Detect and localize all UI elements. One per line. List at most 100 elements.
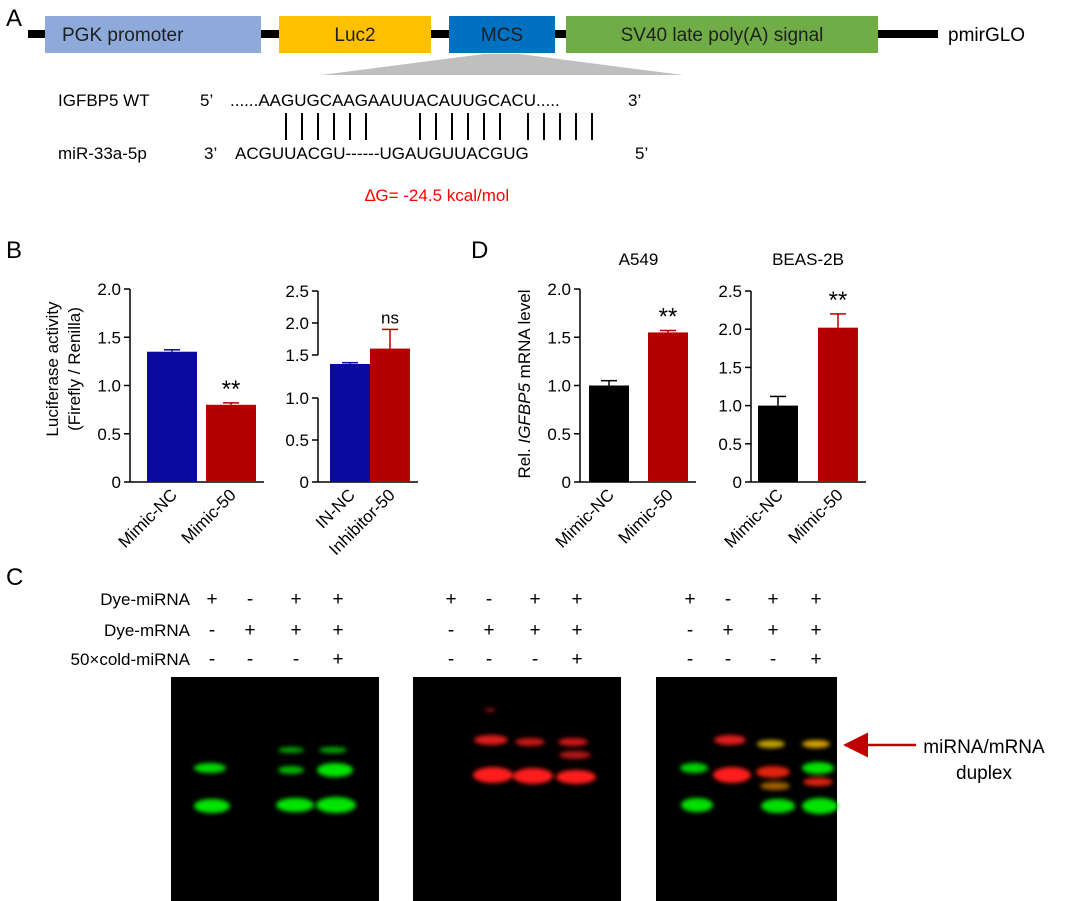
mirna-name: miR-33a-5p bbox=[58, 144, 147, 163]
y-tick-label: 1.0 bbox=[547, 377, 571, 396]
y-tick-label: 1.5 bbox=[97, 328, 121, 347]
gel-image-3 bbox=[656, 677, 838, 901]
lane-sign: + bbox=[332, 589, 343, 610]
target-3-end: 3’ bbox=[628, 91, 641, 110]
row-label-dye-mrna: Dye-mRNA bbox=[104, 621, 191, 640]
segment-pgk-promoter: PGK promoter bbox=[45, 16, 261, 53]
segment-box bbox=[45, 16, 261, 53]
construct-diagram: PGK promoter Luc2 MCS SV40 late poly(A) … bbox=[28, 16, 1025, 75]
y-tick-label: 1.5 bbox=[285, 346, 309, 365]
segment-luc2: Luc2 bbox=[279, 16, 431, 53]
chart-d-beas2b: BEAS-2B 0 0.5 1.0 1.5 2.0 2.5 Mimic-NC ** Mimic-5… bbox=[718, 250, 866, 552]
segment-label: MCS bbox=[481, 25, 523, 46]
chart-b-mimic: 0 0.5 1.0 1.5 2.0 Mimic-NC ** Mimic-50 bbox=[97, 280, 264, 552]
x-tick-label: Mimic-50 bbox=[615, 485, 677, 547]
chart-title: BEAS-2B bbox=[772, 250, 844, 269]
row-label-dye-mirna: Dye-miRNA bbox=[100, 590, 190, 609]
lane-sign: - bbox=[687, 649, 693, 670]
lane-sign: + bbox=[684, 589, 695, 610]
y-tick-label: 1.0 bbox=[97, 377, 121, 396]
y-tick-label: 0 bbox=[112, 473, 121, 492]
x-tick-label: Mimic-50 bbox=[785, 485, 847, 547]
y-tick-label: 2.0 bbox=[97, 280, 121, 299]
plasmid-name: pmirGLO bbox=[948, 25, 1025, 46]
target-5-end: 5’ bbox=[200, 91, 213, 110]
segment-label: PGK promoter bbox=[62, 25, 184, 46]
y-tick-label: 2.5 bbox=[718, 282, 742, 301]
bar bbox=[370, 348, 410, 482]
duplex-label-line1: miRNA/mRNA bbox=[923, 737, 1045, 758]
y-tick-label: 0.5 bbox=[97, 425, 121, 444]
lane-sign: + bbox=[810, 649, 821, 670]
b-y-title-line2: (Firefly / Renilla) bbox=[65, 307, 84, 431]
x-tick-label: Mimic-NC bbox=[552, 485, 618, 551]
mirna-3-end: 3’ bbox=[204, 144, 217, 163]
lane-sign: + bbox=[332, 620, 343, 641]
panel-label-c: C bbox=[6, 564, 23, 591]
lane-sign: - bbox=[687, 620, 693, 641]
bar bbox=[648, 332, 688, 482]
duplex-annotation: miRNA/mRNA duplex bbox=[843, 732, 1045, 784]
target-name: IGFBP5 WT bbox=[58, 91, 150, 110]
mirna-5-end: 5’ bbox=[635, 144, 648, 163]
lane-sign: + bbox=[332, 649, 343, 670]
chart-title: A549 bbox=[619, 250, 659, 269]
segment-box bbox=[449, 16, 555, 53]
gel-image-1 bbox=[171, 677, 379, 901]
lane-sign: - bbox=[532, 649, 538, 670]
lane-sign: - bbox=[247, 649, 253, 670]
lane-sign: + bbox=[529, 589, 540, 610]
gel-lane-conditions: + - + + - + + + - - - + + - + + - + + + - - - + + - + + - + + + - - - + bbox=[206, 589, 821, 670]
y-tick-label: 1.0 bbox=[718, 397, 742, 416]
x-tick-label: Mimic-50 bbox=[178, 485, 240, 547]
significance-label: ** bbox=[222, 376, 241, 403]
d-y-title-pre: Rel. bbox=[515, 444, 534, 479]
segment-label: Luc2 bbox=[334, 25, 375, 46]
x-tick-label: Mimic-NC bbox=[721, 485, 787, 551]
bar bbox=[147, 351, 197, 482]
bar bbox=[818, 327, 858, 482]
gel-row-labels: Dye-miRNA Dye-mRNA 50×cold-miRNA bbox=[70, 590, 190, 669]
b-y-axis-title: Luciferase activity (Firefly / Renilla) bbox=[43, 301, 84, 437]
lane-sign: + bbox=[290, 620, 301, 641]
bar bbox=[206, 404, 256, 482]
y-tick-label: 2.0 bbox=[547, 280, 571, 299]
lane-sign: + bbox=[529, 620, 540, 641]
lane-sign: + bbox=[445, 589, 456, 610]
lane-sign: + bbox=[290, 589, 301, 610]
d-y-title-post: mRNA level bbox=[515, 290, 534, 384]
lane-sign: - bbox=[486, 649, 492, 670]
chart-d-a549: A549 0 0.5 1.0 1.5 2.0 Mimic-NC ** Mimic-50 bbox=[547, 250, 696, 552]
y-tick-label: 1.5 bbox=[547, 328, 571, 347]
segment-sv40: SV40 late poly(A) signal bbox=[566, 16, 878, 53]
y-tick-label: 0.5 bbox=[547, 425, 571, 444]
lane-sign: - bbox=[770, 649, 776, 670]
bar bbox=[330, 363, 370, 482]
lane-sign: + bbox=[810, 620, 821, 641]
lane-sign: - bbox=[293, 649, 299, 670]
panel-label-a: A bbox=[6, 5, 22, 32]
lane-sign: + bbox=[483, 620, 494, 641]
target-sequence: ......AAGUGCAAGAAUUACAUUGCACU..... bbox=[230, 91, 560, 110]
panel-label-b: B bbox=[6, 237, 22, 264]
y-tick-label: 0 bbox=[300, 473, 309, 492]
lane-sign: + bbox=[244, 620, 255, 641]
lane-sign: - bbox=[486, 589, 492, 610]
significance-label: ** bbox=[829, 287, 848, 314]
bar bbox=[758, 405, 798, 482]
y-tick-label: 0.5 bbox=[718, 435, 742, 454]
d-y-title-gene: IGFBP5 bbox=[515, 383, 534, 444]
lane-sign: - bbox=[448, 649, 454, 670]
seed-alignment: IGFBP5 WT 5’ ......AAGUGCAAGAAUUACAUUGCA… bbox=[58, 91, 648, 205]
lane-sign: + bbox=[571, 620, 582, 641]
lane-sign: - bbox=[725, 589, 731, 610]
y-tick-label: 0 bbox=[562, 473, 571, 492]
lane-sign: - bbox=[247, 589, 253, 610]
lane-sign: + bbox=[722, 620, 733, 641]
row-label-cold-mirna: 50×cold-miRNA bbox=[70, 650, 190, 669]
lane-sign: - bbox=[209, 649, 215, 670]
lane-sign: + bbox=[767, 589, 778, 610]
x-tick-label: Mimic-NC bbox=[115, 485, 181, 551]
